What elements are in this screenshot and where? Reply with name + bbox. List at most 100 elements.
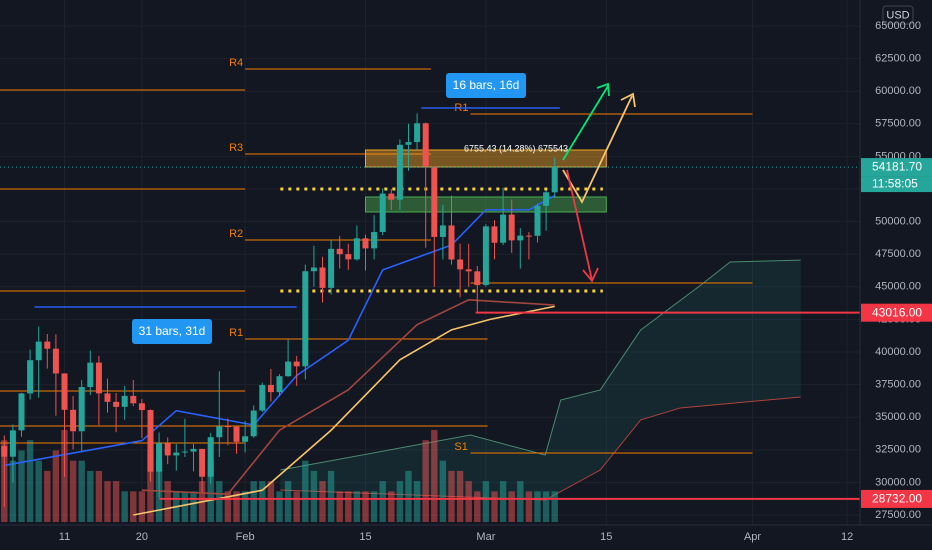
- y-tick-label: 30000.00: [875, 476, 921, 488]
- y-tick-label: 62500.00: [875, 53, 921, 65]
- candle-body: [216, 426, 223, 438]
- candle-body: [113, 401, 120, 407]
- countdown: 11:58:05: [872, 177, 918, 191]
- volume-bar: [104, 481, 111, 522]
- countdown-box: [861, 176, 932, 193]
- candle-body: [27, 360, 34, 394]
- candle-body: [164, 443, 171, 456]
- y-tick-label: 37500.00: [875, 379, 921, 391]
- candle-body: [431, 166, 438, 237]
- measure-text: 6755.43 (14.28%) 675543: [464, 143, 568, 153]
- volume-bar: [542, 491, 550, 522]
- candle-body: [362, 238, 369, 249]
- indicator-line: [133, 305, 555, 516]
- x-tick-label: Mar: [476, 531, 495, 543]
- volume-bar: [302, 460, 309, 522]
- volume-bar: [525, 491, 533, 522]
- candle-body: [190, 448, 197, 452]
- x-tick-label: 15: [600, 531, 612, 543]
- candle-body: [70, 409, 77, 432]
- candle-body: [517, 235, 524, 241]
- candle-body: [276, 376, 283, 393]
- volume-bar: [138, 491, 146, 522]
- volume-bar: [508, 491, 515, 522]
- candle-body: [379, 193, 386, 233]
- volume-bar: [259, 481, 266, 522]
- x-tick-label: Apr: [744, 531, 761, 543]
- forecast-arrows: [562, 82, 636, 283]
- candle-body: [465, 269, 472, 272]
- y-tick-label: 35000.00: [875, 411, 921, 423]
- candle-body: [207, 437, 214, 477]
- volume-bar: [448, 470, 455, 522]
- volume-bar: [336, 491, 343, 522]
- pivot-label: R3: [229, 142, 243, 154]
- arrow-up-green: [562, 85, 609, 161]
- indicator-line: [4, 194, 556, 467]
- candle-body: [95, 362, 102, 394]
- volume-bar: [207, 460, 214, 522]
- volume-bar: [250, 481, 257, 522]
- currency-button[interactable]: [882, 5, 914, 25]
- volume-bar: [69, 460, 77, 522]
- range-label: 31 bars, 31d: [139, 324, 206, 338]
- x-tick-label: 20: [136, 531, 148, 543]
- candle-body: [422, 123, 429, 167]
- candle-body: [61, 373, 68, 410]
- price-tag: [861, 158, 932, 177]
- candle-body: [52, 348, 59, 374]
- volume-bar: [216, 481, 223, 522]
- candle-body: [293, 361, 300, 367]
- candle-body: [18, 393, 25, 431]
- price-tag: [861, 489, 932, 508]
- volume-bar: [44, 470, 51, 522]
- volume-bar: [388, 491, 395, 522]
- y-tick-label: 60000.00: [875, 85, 921, 97]
- volume-bar: [284, 481, 292, 522]
- candle-body: [267, 384, 274, 393]
- volume-bar: [130, 491, 137, 522]
- volume-bar: [95, 470, 103, 522]
- candle-body: [388, 193, 395, 200]
- candle-body: [250, 410, 257, 437]
- x-tick-label: Feb: [236, 531, 255, 543]
- candle-body: [439, 225, 446, 237]
- range-label-box: [132, 319, 212, 344]
- candle-body: [353, 238, 360, 260]
- arrow-head: [620, 92, 636, 108]
- candle-body: [482, 226, 489, 286]
- price-axis: [860, 0, 932, 550]
- volume-bar: [517, 481, 524, 522]
- candle-body: [491, 226, 498, 243]
- price-tag-label: 43016.00: [872, 305, 922, 319]
- candle-body: [285, 361, 292, 377]
- volume-bar: [456, 470, 464, 522]
- candle-body: [310, 267, 317, 272]
- candle-body: [371, 232, 378, 249]
- candle-body: [396, 144, 403, 200]
- candle-body: [173, 452, 180, 456]
- volume-bar: [147, 450, 154, 522]
- volume-bar: [491, 491, 498, 522]
- arrow-head: [582, 267, 599, 283]
- x-tick-label: 12: [841, 531, 853, 543]
- pivot-label: R4: [229, 57, 243, 69]
- y-tick-label: 45000.00: [875, 281, 921, 293]
- volume-bar: [439, 460, 447, 522]
- price-tag-label: 28732.00: [872, 492, 922, 506]
- volume-bar: [233, 491, 240, 522]
- volume-bar: [474, 491, 481, 522]
- candle-body: [156, 443, 163, 472]
- volume-bar: [164, 481, 171, 522]
- volume-bar: [345, 491, 352, 522]
- volume-bar: [181, 491, 189, 522]
- arrow-down-red: [566, 169, 593, 281]
- volume-bar: [379, 481, 386, 522]
- price-tag-label: 54181.70: [872, 160, 922, 174]
- candle-body: [534, 205, 541, 236]
- arrow-head: [596, 82, 610, 97]
- candle-body: [9, 430, 16, 457]
- currency[interactable]: USD: [886, 9, 909, 21]
- candle-body: [242, 436, 249, 442]
